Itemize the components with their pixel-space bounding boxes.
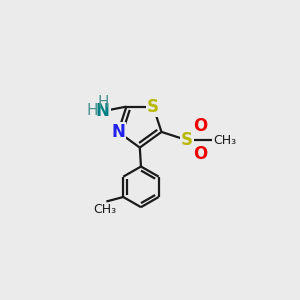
Text: CH₃: CH₃ — [94, 203, 117, 216]
Text: S: S — [181, 131, 193, 149]
Text: O: O — [193, 117, 208, 135]
Text: N: N — [111, 123, 125, 141]
Text: H: H — [98, 94, 109, 110]
Text: S: S — [147, 98, 159, 116]
Text: O: O — [193, 146, 208, 164]
Text: CH₃: CH₃ — [213, 134, 236, 147]
Text: H: H — [87, 103, 98, 118]
Text: N: N — [95, 102, 110, 120]
